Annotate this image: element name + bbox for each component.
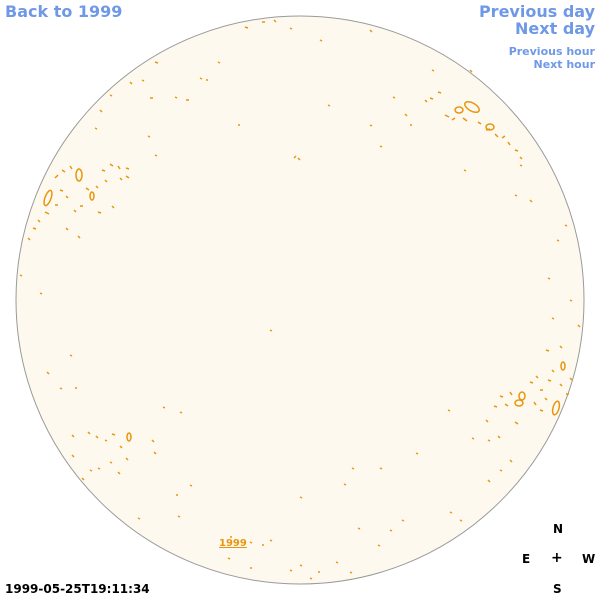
next-day-link[interactable]: Next day <box>515 19 595 38</box>
compass-east-label: E <box>522 552 531 566</box>
previous-day-link[interactable]: Previous day <box>478 2 595 21</box>
active-region-nw-cluster[interactable] <box>27 163 130 241</box>
compass-north-label: N <box>553 522 564 536</box>
compass-center-icon: + <box>551 550 563 566</box>
compass-west-label: W <box>582 552 596 566</box>
scattered-contours <box>19 19 581 580</box>
solar-disk <box>15 15 585 585</box>
next-hour-link[interactable]: Next hour <box>533 58 596 71</box>
active-region-sw[interactable] <box>71 431 157 481</box>
compass-south-label: S <box>553 582 562 596</box>
year-label[interactable]: 1999 <box>219 538 247 549</box>
active-region-ne[interactable] <box>410 69 523 160</box>
active-region-se[interactable] <box>485 345 573 439</box>
back-to-year-link[interactable]: Back to 1999 <box>5 2 123 21</box>
observation-timestamp: 1999-05-25T19:11:34 <box>5 582 150 596</box>
previous-hour-link[interactable]: Previous hour <box>508 45 595 58</box>
